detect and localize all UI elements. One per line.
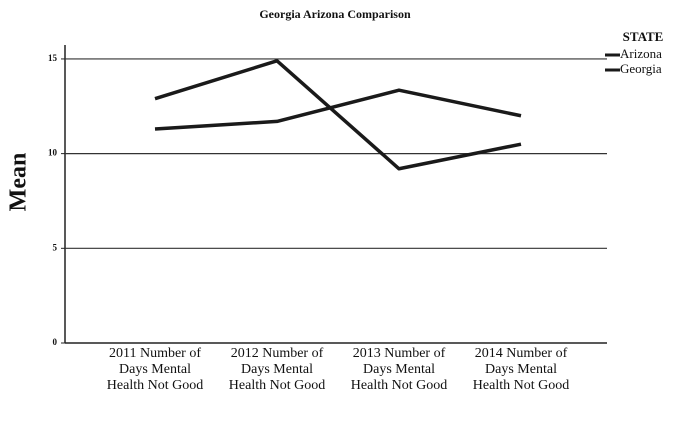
y-tick-label: 10 xyxy=(48,148,58,158)
x-tick-label: 2011 Number of Days Mental Health Not Go… xyxy=(106,346,204,393)
chart-title: Georgia Arizona Comparison xyxy=(259,7,411,21)
y-axis-label: Mean xyxy=(6,153,32,212)
y-tick-label: 0 xyxy=(53,337,58,347)
legend-title: STATE xyxy=(623,29,664,44)
legend-label: Arizona xyxy=(620,46,662,61)
y-tick-label: 5 xyxy=(53,242,58,252)
x-tick-label: 2014 Number of Days Mental Health Not Go… xyxy=(472,346,570,393)
x-tick-label: 2013 Number of Days Mental Health Not Go… xyxy=(350,346,448,393)
y-tick-label: 15 xyxy=(48,53,58,63)
x-tick-label: 2012 Number of Days Mental Health Not Go… xyxy=(228,346,326,393)
data-line xyxy=(154,59,522,171)
data-line xyxy=(154,88,522,131)
legend-label: Georgia xyxy=(620,61,662,76)
